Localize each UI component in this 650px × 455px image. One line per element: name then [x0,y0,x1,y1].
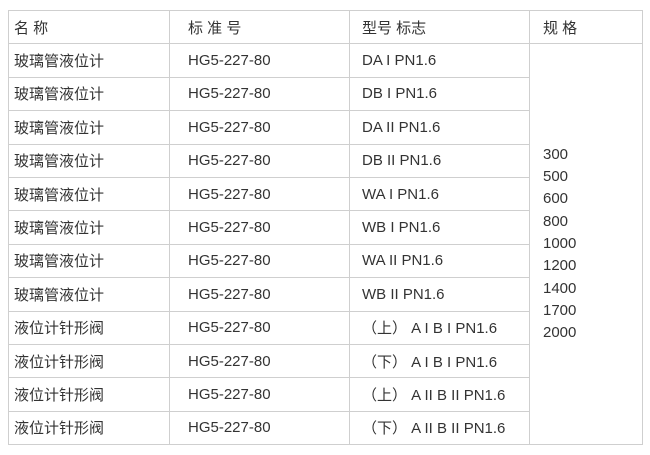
standard-no-cell: HG5-227-80 [169,243,350,279]
model-mark-cell: WA II PN1.6 [349,243,530,279]
standard-no-cell: HG5-227-80 [169,277,350,312]
standard-no-cell: HG5-227-80 [169,343,350,379]
product-name-cell: 玻璃管液位计 [8,243,170,279]
table-row: 液位计针形阀 HG5-227-80 （上） A II B II PN1.6 [8,377,643,412]
standard-no-cell: HG5-227-80 [169,43,350,78]
model-mark-cell: （上） A I B I PN1.6 [349,310,530,345]
spec-value: 1700 [543,301,577,319]
table-row: 玻璃管液位计 HG5-227-80 WB II PN1.6 [8,277,643,312]
model-mark-cell: （下） A I B I PN1.6 [349,343,530,379]
product-name-cell: 液位计针形阀 [8,310,170,345]
spec-value: 800 [543,212,569,230]
table-row: 液位计针形阀 HG5-227-80 （下） A II B II PN1.6 [8,410,643,446]
standard-no-cell: HG5-227-80 [169,210,350,245]
product-name-cell: 玻璃管液位计 [8,210,170,245]
spec-value: 2000 [543,324,577,342]
table-row: 玻璃管液位计 HG5-227-80 DB I PN1.6 [8,76,643,112]
model-mark-cell: DB I PN1.6 [349,76,530,112]
product-name-cell: 玻璃管液位计 [8,76,170,112]
table-row: 玻璃管液位计 HG5-227-80 WA I PN1.6 [8,176,643,212]
table-row: 玻璃管液位计 HG5-227-80 WB I PN1.6 [8,210,643,245]
standard-no-cell: HG5-227-80 [169,176,350,212]
spec-value: 500 [543,168,569,186]
col-header-name: 名 称 [8,9,170,45]
header-row: 名 称 标 准 号 型号 标志 规 格 [8,9,643,45]
product-name-cell: 液位计针形阀 [8,343,170,379]
standard-no-cell: HG5-227-80 [169,76,350,112]
product-name-cell: 玻璃管液位计 [8,176,170,212]
spec-value: 1400 [543,279,577,297]
table-row: 液位计针形阀 HG5-227-80 （下） A I B I PN1.6 [8,343,643,379]
model-mark-cell: DA II PN1.6 [349,110,530,145]
standard-no-cell: HG5-227-80 [169,410,350,446]
table-row: 玻璃管液位计 HG5-227-80 DA I PN1.6 300 500 600 800 10… [8,43,643,446]
product-name-cell: 液位计针形阀 [8,410,170,446]
model-mark-cell: WA I PN1.6 [349,176,530,212]
spec-value: 1000 [543,235,577,253]
model-mark-cell: WB I PN1.6 [349,210,530,245]
product-name-cell: 液位计针形阀 [8,377,170,412]
standard-no-cell: HG5-227-80 [169,310,350,345]
product-name-cell: 玻璃管液位计 [8,143,170,178]
model-mark-cell: （下） A II B II PN1.6 [349,410,530,446]
standard-no-cell: HG5-227-80 [169,377,350,412]
spec-value: 300 [543,145,569,163]
product-spec-table: 名 称 标 准 号 型号 标志 规 格 玻璃管液位计 HG5-227-80 DA I… [8,9,643,446]
col-header-model: 型号 标志 [349,9,530,45]
product-name-cell: 玻璃管液位计 [8,110,170,145]
table-row: 玻璃管液位计 HG5-227-80 WA II PN1.6 [8,243,643,279]
model-mark-cell: （上） A II B II PN1.6 [349,377,530,412]
table-row: 玻璃管液位计 HG5-227-80 DA II PN1.6 [8,110,643,145]
col-header-standard: 标 准 号 [169,9,350,45]
spec-value: 600 [543,190,569,208]
model-mark-cell: DB II PN1.6 [349,143,530,178]
col-header-spec: 规 格 [529,9,643,45]
table-row: 玻璃管液位计 HG5-227-80 DB II PN1.6 [8,143,643,178]
table-row: 液位计针形阀 HG5-227-80 （上） A I B I PN1.6 [8,310,643,345]
table-body: 玻璃管液位计 HG5-227-80 DA I PN1.6 300 500 600 800 10… [8,43,643,446]
standard-no-cell: HG5-227-80 [169,143,350,178]
model-mark-cell: DA I PN1.6 [349,43,530,78]
spec-values-cell: 300 500 600 800 1000 1200 1400 1700 2000 [529,43,643,446]
spec-value: 1200 [543,257,577,275]
model-mark-cell: WB II PN1.6 [349,277,530,312]
product-name-cell: 玻璃管液位计 [8,43,170,78]
product-name-cell: 玻璃管液位计 [8,277,170,312]
standard-no-cell: HG5-227-80 [169,110,350,145]
